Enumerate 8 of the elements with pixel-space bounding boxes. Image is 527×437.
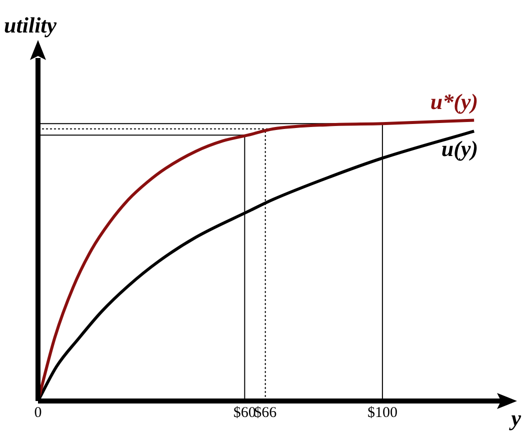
series-label: u(y) (441, 136, 478, 161)
x-tick-label: 0 (34, 404, 42, 421)
x-axis-title: y (508, 406, 522, 431)
series-label: u*(y) (430, 88, 478, 114)
x-tick-label: $60 (233, 404, 256, 421)
x-tick-label: $100 (367, 404, 398, 421)
y-axis-title: utility (4, 12, 57, 38)
x-tick-label: $66 (254, 404, 278, 421)
